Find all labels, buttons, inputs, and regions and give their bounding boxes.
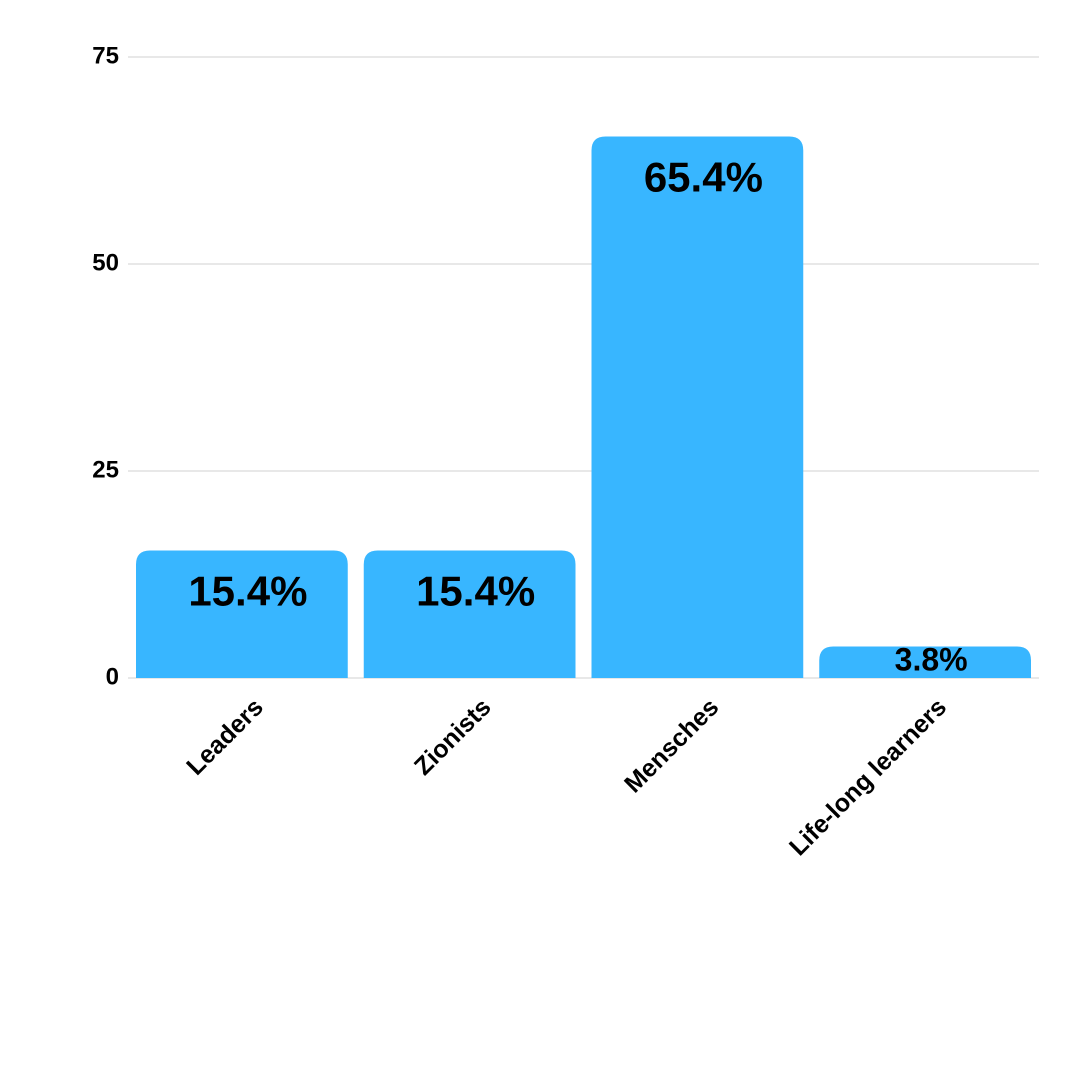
y-tick-label: 0 [106,663,119,690]
bar [819,646,1031,678]
bar [363,550,576,678]
value-label: 3.8% [895,642,968,678]
value-label: 15.4% [188,568,307,615]
y-tick-label: 50 [92,249,119,276]
x-tick-label: Life-long learners [784,693,952,861]
y-tick-label: 75 [92,42,119,69]
value-label: 15.4% [416,568,535,615]
x-tick-label: Leaders [181,693,269,781]
bar [136,550,348,678]
y-tick-label: 25 [92,456,119,483]
x-tick-label: Mensches [619,693,724,798]
value-label: 65.4% [644,154,763,201]
x-tick-label: Zionists [409,693,497,781]
bar [591,136,804,678]
